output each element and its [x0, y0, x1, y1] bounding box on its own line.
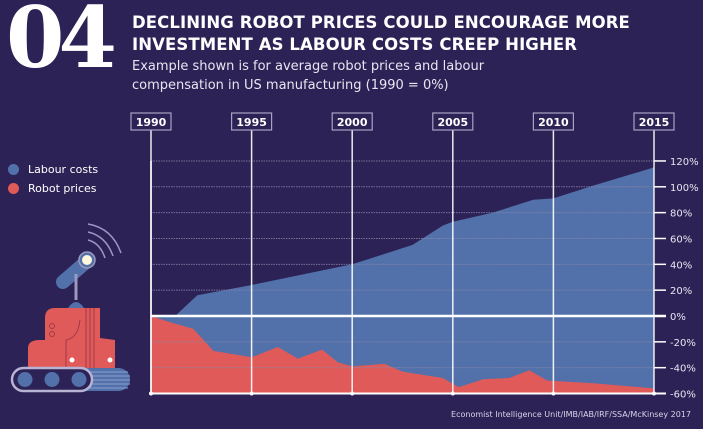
year-label-box	[231, 112, 273, 131]
title-line-2: INVESTMENT AS LABOUR COSTS CREEP HIGHER	[132, 35, 578, 54]
legend: Labour costs Robot prices	[8, 160, 98, 198]
year-label-box	[331, 112, 373, 131]
y-tick-label: 100%	[670, 183, 699, 194]
robot-prices-area	[151, 316, 654, 394]
year-dot	[350, 391, 355, 396]
year-dot	[249, 391, 254, 396]
x-tick-label: 2005	[437, 116, 468, 129]
x-tick-label: 2015	[639, 116, 670, 129]
x-tick-label: 2000	[337, 116, 368, 129]
legend-label-labour: Labour costs	[28, 163, 99, 176]
year-label-box	[633, 112, 675, 131]
year-dot	[652, 391, 656, 396]
y-tick-label: 40%	[670, 260, 692, 271]
legend-item-robot: Robot prices	[8, 179, 98, 198]
source-note: Economist Intelligence Unit/IMB/IAB/IRF/…	[451, 410, 691, 419]
y-tick-label: -60%	[670, 390, 696, 401]
x-tick-label: 1995	[236, 116, 267, 129]
legend-dot-labour-icon	[8, 164, 19, 175]
legend-dot-robot-icon	[8, 183, 19, 194]
y-tick-label: -40%	[670, 364, 696, 375]
series-layer	[151, 167, 654, 394]
y-tick-label: 80%	[670, 209, 692, 220]
chart-title: DECLINING ROBOT PRICES COULD ENCOURAGE M…	[132, 12, 692, 56]
x-tick-label: 1990	[136, 116, 167, 129]
legend-label-robot: Robot prices	[28, 182, 97, 195]
year-label-box	[532, 112, 575, 131]
subtitle-line-1: Example shown is for average robot price…	[132, 59, 485, 74]
y-tick-label: 20%	[670, 286, 692, 297]
y-tick-label: -20%	[670, 338, 696, 349]
axis-layer: 120% 100% 80% 60% 40% 20% 0% -20% -40% -60% 1990 19…	[130, 112, 699, 401]
y-tick-label: 60%	[670, 234, 692, 245]
grid-layer	[149, 130, 666, 396]
year-dot	[551, 391, 556, 396]
year-label-box	[432, 112, 474, 131]
year-label-box	[130, 112, 172, 131]
title-line-1: DECLINING ROBOT PRICES COULD ENCOURAGE M…	[132, 13, 630, 32]
y-tick-label: 120%	[670, 157, 699, 168]
legend-item-labour: Labour costs	[8, 160, 98, 179]
section-number: 04	[6, 0, 117, 87]
robot-illustration-icon	[10, 223, 130, 393]
year-dot	[450, 391, 455, 396]
labour-costs-area	[151, 167, 654, 394]
subtitle-line-2: compensation in US manufacturing (1990 =…	[132, 78, 449, 93]
chart-subtitle: Example shown is for average robot price…	[132, 57, 692, 95]
y-tick-label: 0%	[670, 312, 686, 323]
x-tick-label: 2010	[538, 116, 569, 129]
